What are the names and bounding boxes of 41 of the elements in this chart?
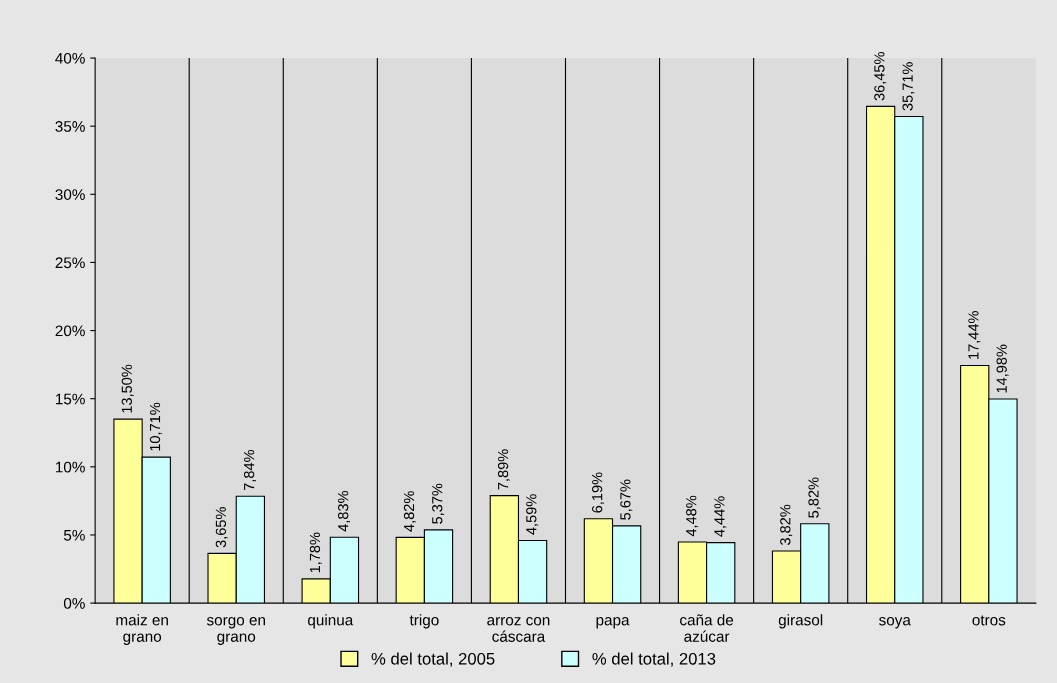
legend-label: % del total, 2005 xyxy=(371,652,495,667)
data-label: 1,78% xyxy=(309,532,322,573)
data-label: 35,71% xyxy=(902,62,915,111)
data-label: 5,67% xyxy=(620,479,633,520)
data-label: 4,48% xyxy=(686,495,699,537)
legend-label: % del total, 2013 xyxy=(592,652,716,667)
y-tick-label: 35% xyxy=(55,121,85,132)
x-tick-label: sorgo en grano xyxy=(206,617,265,645)
data-label: 6,19% xyxy=(592,472,605,513)
y-tick-label: 30% xyxy=(55,189,85,200)
data-label: 7,89% xyxy=(497,449,510,490)
y-tick-label: 15% xyxy=(56,393,85,405)
x-tick-label: caña de azúcar xyxy=(680,614,734,642)
x-tick-label: soya xyxy=(879,617,911,629)
data-label: 4,82% xyxy=(403,491,416,532)
x-tick-label: papa xyxy=(596,617,630,629)
data-label: 3,65% xyxy=(215,507,228,548)
x-tick-label: trigo xyxy=(409,614,439,629)
data-label: 4,83% xyxy=(338,490,351,532)
y-tick-label: 20% xyxy=(55,325,85,337)
data-label: 14,98% xyxy=(996,344,1009,393)
data-label: 5,82% xyxy=(808,477,821,518)
x-tick-label: girasol xyxy=(778,614,823,629)
x-tick-label: quinua xyxy=(308,614,354,629)
y-tick-label: 40% xyxy=(55,52,85,64)
y-tick-label: 25% xyxy=(55,257,85,269)
data-label: 10,71% xyxy=(149,402,162,451)
data-label: 7,84% xyxy=(243,449,256,491)
data-label: 5,37% xyxy=(432,483,445,524)
y-tick-label: 0% xyxy=(63,597,85,609)
y-tick-label: 10% xyxy=(56,461,85,473)
data-label: 17,44% xyxy=(968,311,981,359)
data-label: 3,82% xyxy=(780,504,793,546)
x-tick-label: maiz en grano xyxy=(116,614,168,645)
data-label: 4,59% xyxy=(526,494,539,535)
data-label: 36,45% xyxy=(874,52,887,101)
x-tick-label: otros xyxy=(972,615,1006,626)
x-tick-label: arroz con cáscara xyxy=(487,617,550,642)
y-tick-label: 5% xyxy=(63,529,85,541)
data-label: 13,50% xyxy=(121,364,134,413)
data-label: 4,44% xyxy=(714,496,727,537)
